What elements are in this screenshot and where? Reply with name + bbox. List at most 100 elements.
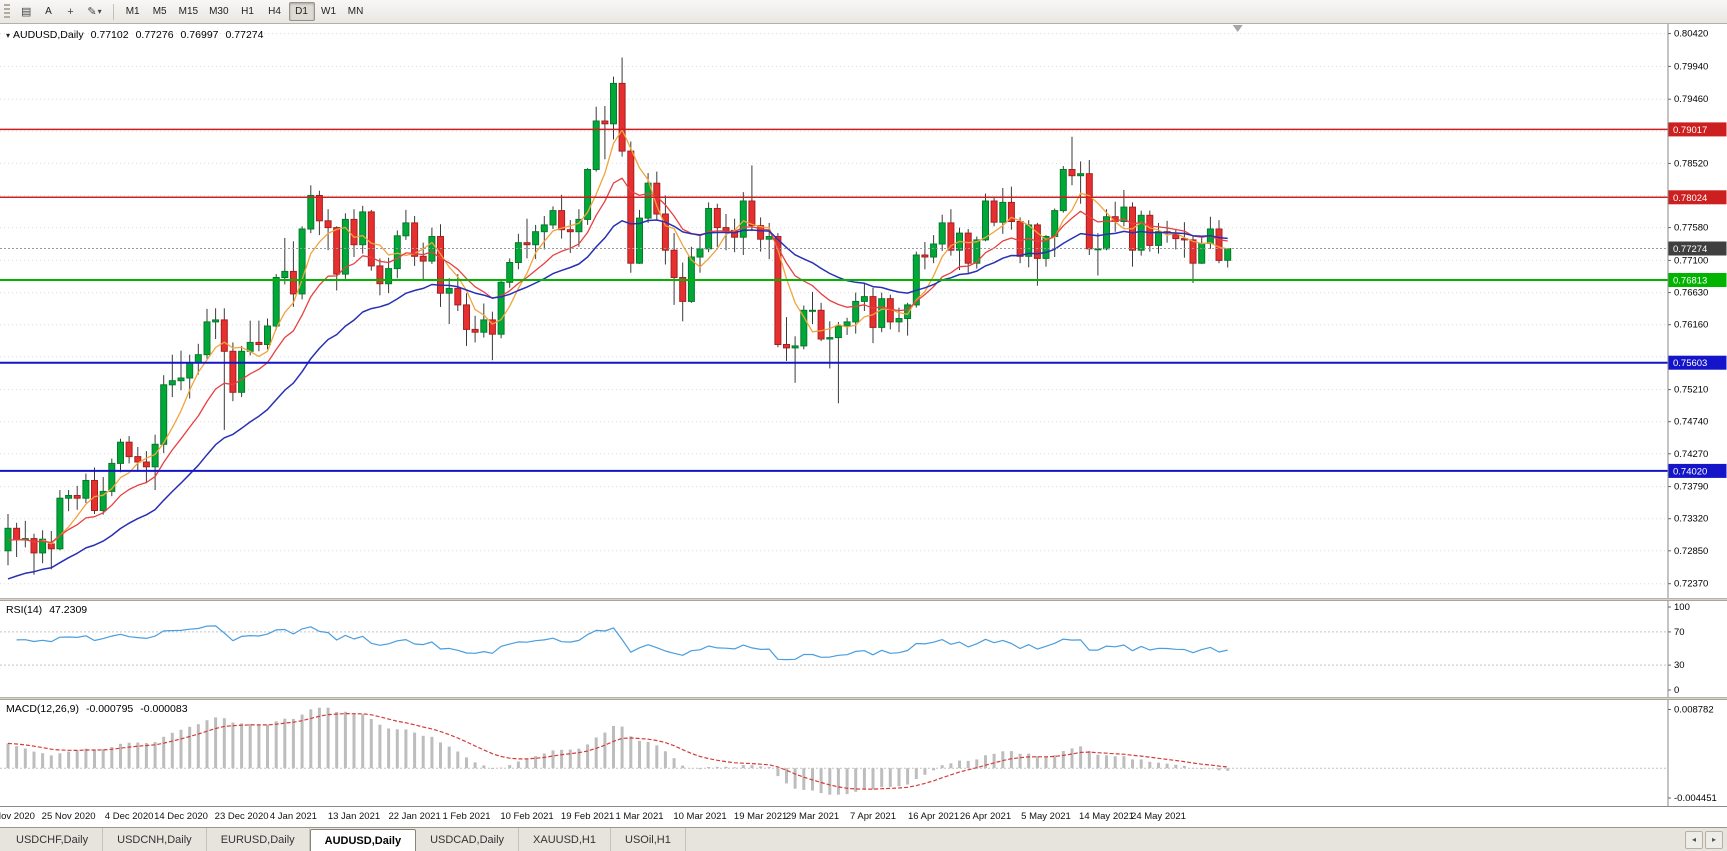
date-tick-label: 16 Nov 2020 (0, 811, 35, 822)
svg-text:0.73320: 0.73320 (1674, 514, 1708, 525)
date-tick-label: 5 May 2021 (1021, 811, 1071, 822)
ohlc-high: 0.77276 (135, 29, 174, 41)
svg-text:0.74270: 0.74270 (1674, 449, 1708, 460)
chart-tab-usdcad[interactable]: USDCAD,Daily (416, 828, 520, 851)
tab-scroll-right-icon[interactable]: ▸ (1705, 830, 1723, 849)
svg-text:70: 70 (1674, 627, 1685, 638)
panel-splitter[interactable] (0, 598, 1727, 601)
chart-tab-usdcnh[interactable]: USDCNH,Daily (103, 828, 207, 851)
svg-text:0.72850: 0.72850 (1674, 546, 1708, 557)
date-tick-label: 26 Apr 2021 (959, 811, 1012, 822)
date-tick-label: 19 Mar 2021 (733, 811, 788, 822)
chart-tab-xauusd[interactable]: XAUUSD,H1 (519, 828, 611, 851)
timeframe-button-mn[interactable]: MN (347, 6, 364, 17)
svg-text:0.76630: 0.76630 (1674, 288, 1708, 299)
macd-signal-value: -0.000083 (140, 703, 188, 715)
main-chart-canvas[interactable]: 0.80420 0.79940 0.79460 0.78520 0.77580 0.771… (0, 24, 1727, 598)
svg-text:0.72370: 0.72370 (1674, 579, 1708, 590)
svg-text:0.79460: 0.79460 (1674, 94, 1708, 105)
macd-indicator-label: MACD(12,26,9) -0.000795 -0.000083 (6, 703, 188, 715)
top-toolbar: ▤ A + ✎ ▾ M1 M5 M15 M30 H1 H4 D1 W1 MN (0, 0, 1727, 24)
toolbar-separator (112, 3, 114, 20)
svg-text:0.78520: 0.78520 (1674, 158, 1708, 169)
svg-text:0.76160: 0.76160 (1674, 320, 1708, 331)
macd-name: MACD(12,26,9) (6, 703, 79, 715)
chart-list-icon[interactable]: ▤ (21, 6, 32, 18)
date-tick-label: 16 Apr 2021 (907, 811, 960, 822)
date-tick-label: 24 May 2021 (1131, 811, 1186, 822)
svg-text:0.73790: 0.73790 (1674, 482, 1708, 493)
svg-text:0.77274: 0.77274 (1673, 244, 1707, 255)
date-tick-label: 14 Dec 2020 (154, 811, 208, 822)
timeframe-button-m1[interactable]: M1 (125, 6, 140, 17)
ohlc-close: 0.77274 (225, 29, 264, 41)
timeframe-group: M1 M5 M15 M30 H1 H4 D1 W1 MN (120, 2, 369, 21)
date-tick-label: 19 Feb 2021 (560, 811, 615, 822)
chart-tabs: USDCHF,Daily USDCNH,Daily EURUSD,Daily AUDU… (2, 828, 686, 851)
toolbar-grip[interactable] (4, 3, 10, 20)
svg-text:30: 30 (1674, 660, 1685, 671)
ohlc-open: 0.77102 (90, 29, 129, 41)
chart-tab-usoil[interactable]: USOil,H1 (611, 828, 686, 851)
rsi-indicator-label: RSI(14) 47.2309 (6, 604, 87, 616)
svg-text:0: 0 (1674, 685, 1679, 696)
date-tick-label: 4 Dec 2020 (104, 811, 154, 822)
tab-scroll-left-icon[interactable]: ◂ (1685, 830, 1703, 849)
date-tick-label: 23 Dec 2020 (214, 811, 269, 822)
ohlc-low: 0.76997 (180, 29, 219, 41)
svg-text:0.74020: 0.74020 (1673, 466, 1707, 477)
svg-text:0.78024: 0.78024 (1673, 193, 1707, 204)
timeframe-button-w1[interactable]: W1 (321, 6, 337, 17)
date-tick-label: 22 Jan 2021 (388, 811, 441, 822)
timeframe-button-h1[interactable]: H1 (241, 6, 254, 17)
rsi-name: RSI(14) (6, 604, 43, 616)
timeframe-button-d1[interactable]: D1 (288, 2, 315, 21)
symbol-period-label: AUDUSD,Daily (13, 29, 84, 41)
chart-tab-audusd[interactable]: AUDUSD,Daily (309, 829, 417, 851)
chevron-down-icon: ▾ (97, 7, 102, 16)
timeframe-button-h4[interactable]: H4 (268, 6, 281, 17)
draw-tool-dropdown[interactable]: ✎ ▾ (82, 2, 106, 21)
svg-text:0.79940: 0.79940 (1674, 61, 1708, 72)
date-tick-label: 25 Nov 2020 (41, 811, 96, 822)
date-tick-label: 29 Mar 2021 (785, 811, 840, 822)
date-tick-label: 4 Jan 2021 (269, 811, 317, 822)
chart-tab-eurusd[interactable]: EURUSD,Daily (207, 828, 310, 851)
date-tick-label: 13 Jan 2021 (327, 811, 381, 822)
panel-splitter[interactable] (0, 697, 1727, 700)
svg-text:0.75210: 0.75210 (1674, 385, 1708, 396)
cursor-a-icon[interactable]: A (45, 6, 52, 17)
chart-tab-usdchf[interactable]: USDCHF,Daily (2, 828, 104, 851)
macd-main-value: -0.000795 (85, 703, 134, 715)
svg-text:-0.004451: -0.004451 (1674, 793, 1717, 804)
chart-symbol-label: ▾ AUDUSD,Daily 0.77102 0.77276 0.76997 0.7727… (6, 29, 263, 41)
date-tick-label: 10 Feb 2021 (500, 811, 554, 822)
svg-text:0.008782: 0.008782 (1674, 705, 1714, 716)
chart-tab-bar: USDCHF,Daily USDCNH,Daily EURUSD,Daily AUDU… (0, 827, 1727, 851)
rsi-value: 47.2309 (49, 604, 88, 616)
svg-text:0.77100: 0.77100 (1674, 255, 1708, 266)
timeframe-button-m15[interactable]: M15 (178, 6, 199, 17)
draw-tool-icon: ✎ (87, 6, 97, 18)
svg-text:0.75603: 0.75603 (1673, 358, 1707, 369)
date-tick-label: 14 May 2021 (1079, 811, 1134, 822)
rsi-canvas[interactable]: 100 70 30 0 (0, 601, 1727, 697)
collapse-arrow-icon[interactable]: ▾ (6, 31, 11, 40)
svg-text:0.76813: 0.76813 (1673, 276, 1707, 287)
svg-text:0.80420: 0.80420 (1674, 29, 1708, 40)
svg-text:0.77580: 0.77580 (1674, 223, 1708, 234)
macd-canvas[interactable]: 0.008782 -0.004451 (0, 700, 1727, 806)
svg-text:0.74740: 0.74740 (1674, 417, 1708, 428)
tab-scroll-group: ◂ ▸ (1685, 828, 1727, 851)
svg-text:0.79017: 0.79017 (1673, 125, 1707, 136)
svg-text:100: 100 (1674, 602, 1690, 613)
timeframe-button-m30[interactable]: M30 (209, 6, 229, 17)
timeframe-button-m5[interactable]: M5 (152, 6, 167, 17)
date-tick-label: 1 Mar 2021 (615, 811, 664, 822)
date-tick-label: 7 Apr 2021 (850, 811, 896, 822)
crosshair-icon[interactable]: + (67, 5, 74, 18)
date-tick-label: 10 Mar 2021 (673, 811, 727, 822)
date-tick-label: 1 Feb 2021 (442, 811, 491, 822)
